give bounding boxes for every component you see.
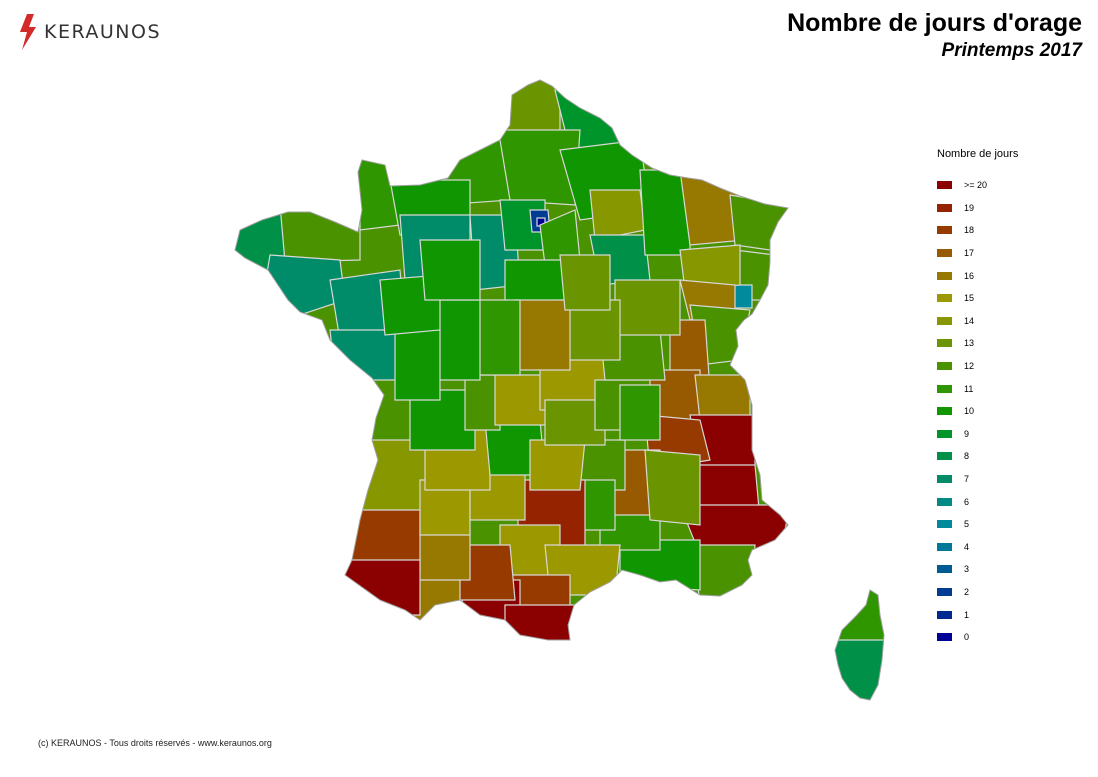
legend-item: 18 (937, 219, 1018, 242)
legend-label: 0 (964, 632, 970, 643)
department-area (694, 374, 751, 421)
legend-label: 4 (964, 541, 970, 552)
department-area (279, 204, 361, 263)
legend-swatch (937, 181, 952, 190)
map-subtitle: Printemps 2017 (941, 40, 1082, 61)
legend-swatch (937, 633, 952, 642)
legend-swatch (937, 407, 952, 416)
department-area (419, 239, 481, 301)
legend-swatch (937, 203, 952, 212)
legend-label: 18 (964, 225, 975, 236)
legend: Nombre de jours >= 20 19 18 17 16 15 14 13 12 11 1… (937, 148, 1018, 648)
legend-item: 17 (937, 242, 1018, 265)
legend-item: 0 (937, 626, 1018, 649)
legend-item: 1 (937, 603, 1018, 626)
title-block: Nombre de jours d'orage Printemps 2017 (787, 8, 1082, 64)
legend-swatch (937, 339, 952, 348)
legend-swatch (937, 520, 952, 529)
department-area (514, 299, 571, 371)
legend-label: 8 (964, 451, 970, 462)
legend-swatch (937, 497, 952, 506)
legend-swatch (937, 249, 952, 258)
department-area (644, 449, 701, 526)
legend-item: 5 (937, 513, 1018, 536)
legend-item: 15 (937, 287, 1018, 310)
legend-item: 19 (937, 197, 1018, 220)
legend-item: 7 (937, 468, 1018, 491)
legend-label: 15 (964, 293, 975, 304)
legend-items: >= 20 19 18 17 16 15 14 13 12 11 10 9 8 7 6 5 4 3 2 1 0 (937, 174, 1018, 648)
legend-label: 12 (964, 361, 975, 372)
department-area (409, 389, 476, 451)
department-area (729, 194, 788, 251)
legend-label: 3 (964, 564, 970, 575)
legend-label: 19 (964, 202, 975, 213)
legend-item: 6 (937, 490, 1018, 513)
legend-swatch (937, 610, 952, 619)
legend-item: 12 (937, 355, 1018, 378)
legend-swatch (937, 316, 952, 325)
legend-label: >= 20 (964, 180, 988, 191)
legend-item: 2 (937, 581, 1018, 604)
legend-swatch (937, 362, 952, 371)
department-area (619, 384, 661, 441)
legend-label: 10 (964, 406, 975, 417)
legend-label: 7 (964, 474, 970, 485)
legend-item: 13 (937, 332, 1018, 355)
legend-swatch (937, 384, 952, 393)
department-area (835, 639, 884, 700)
legend-label: 1 (964, 609, 970, 620)
legend-swatch (937, 475, 952, 484)
legend-item: 9 (937, 423, 1018, 446)
legend-item: 16 (937, 264, 1018, 287)
department-area (504, 259, 571, 306)
department-area (339, 559, 421, 616)
legend-item: 14 (937, 310, 1018, 333)
legend-label: 14 (964, 315, 975, 326)
department-area (679, 244, 741, 291)
lightning-bolt-icon (20, 14, 36, 50)
legend-item: >= 20 (937, 174, 1018, 197)
legend-item: 11 (937, 377, 1018, 400)
legend-swatch (937, 542, 952, 551)
legend-swatch (937, 452, 952, 461)
legend-item: 10 (937, 400, 1018, 423)
legend-swatch (937, 565, 952, 574)
department-area (529, 439, 586, 491)
brand-name: KERAUNOS (44, 21, 162, 43)
legend-label: 13 (964, 338, 975, 349)
legend-label: 5 (964, 519, 970, 530)
department-area (559, 254, 611, 311)
legend-label: 17 (964, 248, 975, 259)
copyright: (c) KERAUNOS - Tous droits réservés - ww… (38, 738, 272, 748)
legend-label: 6 (964, 496, 970, 507)
legend-title: Nombre de jours (937, 148, 1019, 160)
legend-label: 11 (964, 383, 974, 394)
legend-label: 9 (964, 428, 970, 439)
legend-item: 3 (937, 558, 1018, 581)
legend-label: 16 (964, 270, 975, 281)
legend-label: 2 (964, 586, 970, 597)
legend-item: 8 (937, 445, 1018, 468)
legend-item: 4 (937, 536, 1018, 559)
legend-swatch (937, 271, 952, 280)
legend-swatch (937, 294, 952, 303)
department-area (614, 279, 681, 336)
logo: KERAUNOS (18, 14, 161, 50)
map-title: Nombre de jours d'orage (787, 9, 1082, 37)
department-area (544, 399, 606, 446)
legend-swatch (937, 226, 952, 235)
legend-swatch (937, 587, 952, 596)
department-area (394, 329, 441, 401)
legend-swatch (937, 429, 952, 438)
